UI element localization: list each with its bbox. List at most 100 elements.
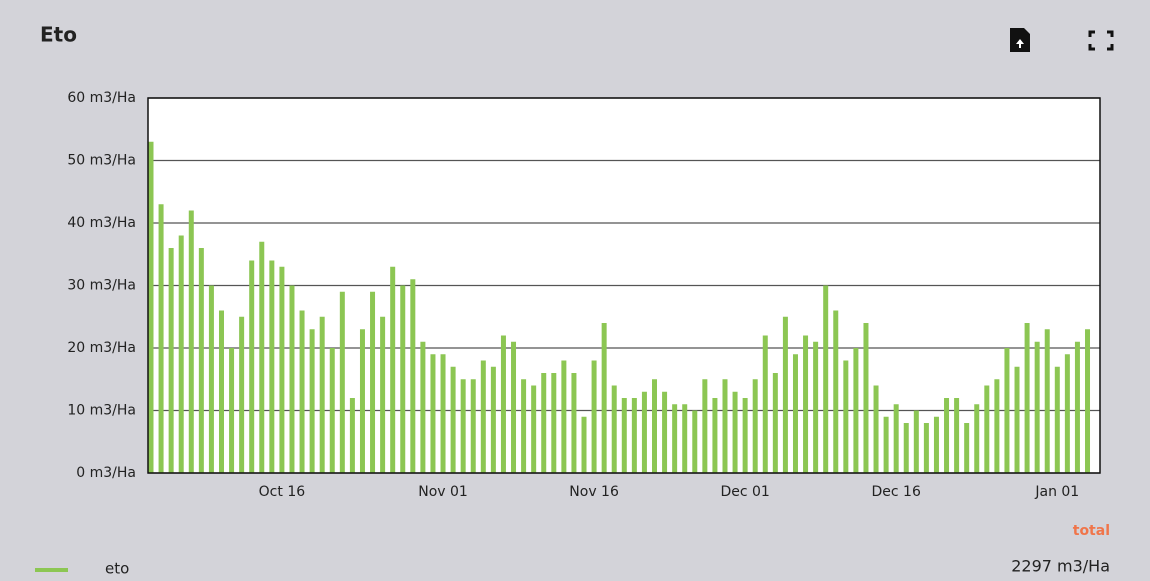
bar bbox=[883, 416, 889, 473]
bar bbox=[974, 404, 980, 473]
bar bbox=[702, 379, 708, 473]
export-icon[interactable] bbox=[1010, 28, 1030, 52]
bar bbox=[893, 404, 899, 473]
bar bbox=[380, 316, 386, 473]
bar bbox=[742, 398, 748, 473]
y-tick-label: 60 m3/Ha bbox=[67, 90, 136, 106]
bar bbox=[198, 248, 204, 473]
bar bbox=[984, 385, 990, 473]
bar bbox=[158, 204, 164, 473]
bar bbox=[1024, 323, 1030, 473]
bar bbox=[480, 360, 486, 473]
bar bbox=[803, 335, 809, 473]
bar bbox=[359, 329, 365, 473]
bar bbox=[611, 385, 617, 473]
bar bbox=[792, 354, 798, 473]
bar bbox=[309, 329, 315, 473]
bar bbox=[1004, 348, 1010, 473]
x-tick-label: Oct 16 bbox=[259, 484, 306, 500]
bar bbox=[229, 348, 235, 473]
y-tick-label: 20 m3/Ha bbox=[67, 340, 136, 356]
bar bbox=[672, 404, 678, 473]
bar bbox=[964, 423, 970, 473]
bar bbox=[641, 391, 647, 473]
bar bbox=[279, 266, 285, 473]
total-value: 2297 m3/Ha bbox=[1011, 557, 1110, 576]
bar bbox=[954, 398, 960, 473]
plot-border bbox=[147, 97, 1101, 474]
bar bbox=[662, 391, 668, 473]
y-tick-label: 30 m3/Ha bbox=[67, 278, 136, 294]
y-tick-label: 40 m3/Ha bbox=[67, 215, 136, 231]
bar bbox=[249, 260, 255, 473]
bar bbox=[833, 310, 839, 473]
bar bbox=[682, 404, 688, 473]
bar bbox=[168, 248, 174, 473]
bar bbox=[450, 366, 456, 473]
bar bbox=[944, 398, 950, 473]
bar bbox=[1034, 341, 1040, 473]
bar bbox=[621, 398, 627, 473]
bar bbox=[148, 141, 154, 473]
bar bbox=[521, 379, 527, 473]
bar bbox=[712, 398, 718, 473]
bar bbox=[390, 266, 396, 473]
bar bbox=[581, 416, 587, 473]
bar bbox=[329, 348, 335, 473]
bar bbox=[188, 210, 194, 473]
bar bbox=[923, 423, 929, 473]
bar bbox=[1054, 366, 1060, 473]
bar bbox=[903, 423, 909, 473]
bar bbox=[913, 410, 919, 473]
bar bbox=[813, 341, 819, 473]
x-tick-label: Nov 16 bbox=[569, 484, 619, 500]
bar bbox=[239, 316, 245, 473]
x-tick-label: Nov 01 bbox=[418, 484, 468, 500]
x-tick-label: Dec 01 bbox=[720, 484, 769, 500]
bar bbox=[1044, 329, 1050, 473]
bar bbox=[722, 379, 728, 473]
bar bbox=[410, 279, 416, 473]
bar bbox=[994, 379, 1000, 473]
bar bbox=[752, 379, 758, 473]
x-tick-label: Dec 16 bbox=[872, 484, 921, 500]
bar bbox=[1085, 329, 1091, 473]
bar bbox=[823, 285, 829, 473]
y-tick-label: 10 m3/Ha bbox=[67, 403, 136, 419]
bar bbox=[863, 323, 869, 473]
bar bbox=[259, 241, 265, 473]
x-tick-label: Jan 01 bbox=[1034, 484, 1079, 500]
bar bbox=[652, 379, 657, 473]
y-tick-label: 50 m3/Ha bbox=[67, 153, 136, 169]
bar bbox=[1014, 366, 1020, 473]
bar bbox=[843, 360, 849, 473]
fullscreen-icon[interactable] bbox=[1088, 30, 1114, 51]
bar bbox=[692, 410, 698, 473]
bar bbox=[933, 416, 939, 473]
bar bbox=[772, 373, 778, 473]
bar bbox=[732, 391, 738, 473]
bar bbox=[873, 385, 879, 473]
bar bbox=[289, 285, 295, 473]
bar bbox=[561, 360, 567, 473]
widget-title: Eto bbox=[40, 23, 77, 47]
bar bbox=[400, 285, 406, 473]
bar bbox=[631, 398, 637, 473]
bar bbox=[299, 310, 305, 473]
bar bbox=[500, 335, 506, 473]
bar bbox=[490, 366, 496, 473]
bar bbox=[430, 354, 436, 473]
bar bbox=[551, 373, 557, 473]
bar bbox=[531, 385, 537, 473]
bar bbox=[178, 235, 184, 473]
bar bbox=[460, 379, 466, 473]
bar bbox=[420, 341, 426, 473]
bar bbox=[218, 310, 224, 473]
y-tick-label: 0 m3/Ha bbox=[76, 465, 136, 481]
bar bbox=[440, 354, 446, 473]
bar bbox=[349, 398, 355, 473]
bar bbox=[853, 348, 859, 473]
bar bbox=[571, 373, 577, 473]
bar bbox=[339, 291, 345, 473]
